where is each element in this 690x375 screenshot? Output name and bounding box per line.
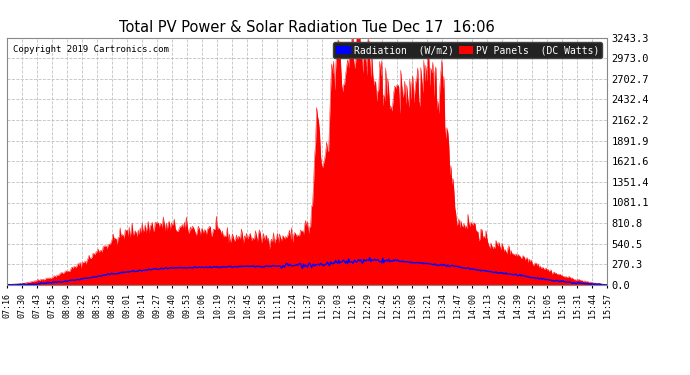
- Legend: Radiation  (W/m2), PV Panels  (DC Watts): Radiation (W/m2), PV Panels (DC Watts): [333, 42, 602, 58]
- Text: Copyright 2019 Cartronics.com: Copyright 2019 Cartronics.com: [13, 45, 169, 54]
- Title: Total PV Power & Solar Radiation Tue Dec 17  16:06: Total PV Power & Solar Radiation Tue Dec…: [119, 20, 495, 35]
